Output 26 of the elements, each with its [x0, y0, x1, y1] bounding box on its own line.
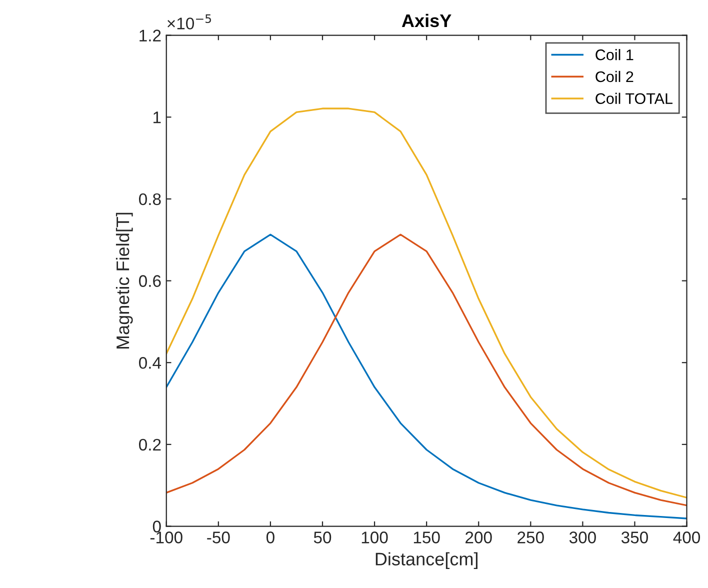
- x-tick-label: 400: [673, 532, 700, 544]
- x-tick-label: -100: [150, 532, 182, 544]
- y-tick-label: 0.8: [139, 193, 161, 206]
- legend-label: Coil 1: [596, 49, 634, 60]
- y-tick-label: 0.4: [139, 357, 162, 369]
- x-axis-title: Distance[cm]: [376, 552, 478, 570]
- x-tick-label: 200: [466, 532, 492, 544]
- x-tick-label: 0: [266, 532, 274, 544]
- legend-label: Coil 2: [596, 70, 634, 82]
- line-series: [166, 108, 687, 498]
- x-tick-label: 100: [362, 532, 388, 544]
- y-tick-label: 1: [154, 112, 161, 124]
- y-tick-label: 0: [152, 520, 161, 532]
- x-tick-label: 300: [569, 532, 596, 544]
- x-tick-label: 250: [518, 532, 544, 544]
- legend-label: Coil TOTAL: [596, 92, 673, 104]
- x-tick-label: 50: [314, 532, 332, 544]
- y-tick-label: 1.2: [140, 30, 161, 42]
- text: ×10$^{−5}$: [168, 14, 211, 30]
- y-tick-label: 0.6: [139, 275, 161, 287]
- y-tick-label: 0.2: [139, 438, 161, 451]
- y-axis-title: Magnetic Field[T]: [116, 212, 133, 349]
- x-tick-label: 150: [414, 532, 440, 544]
- x-tick-label: -50: [207, 532, 230, 544]
- x-tick-label: 350: [621, 532, 648, 544]
- chart-title: AxisY: [402, 14, 452, 28]
